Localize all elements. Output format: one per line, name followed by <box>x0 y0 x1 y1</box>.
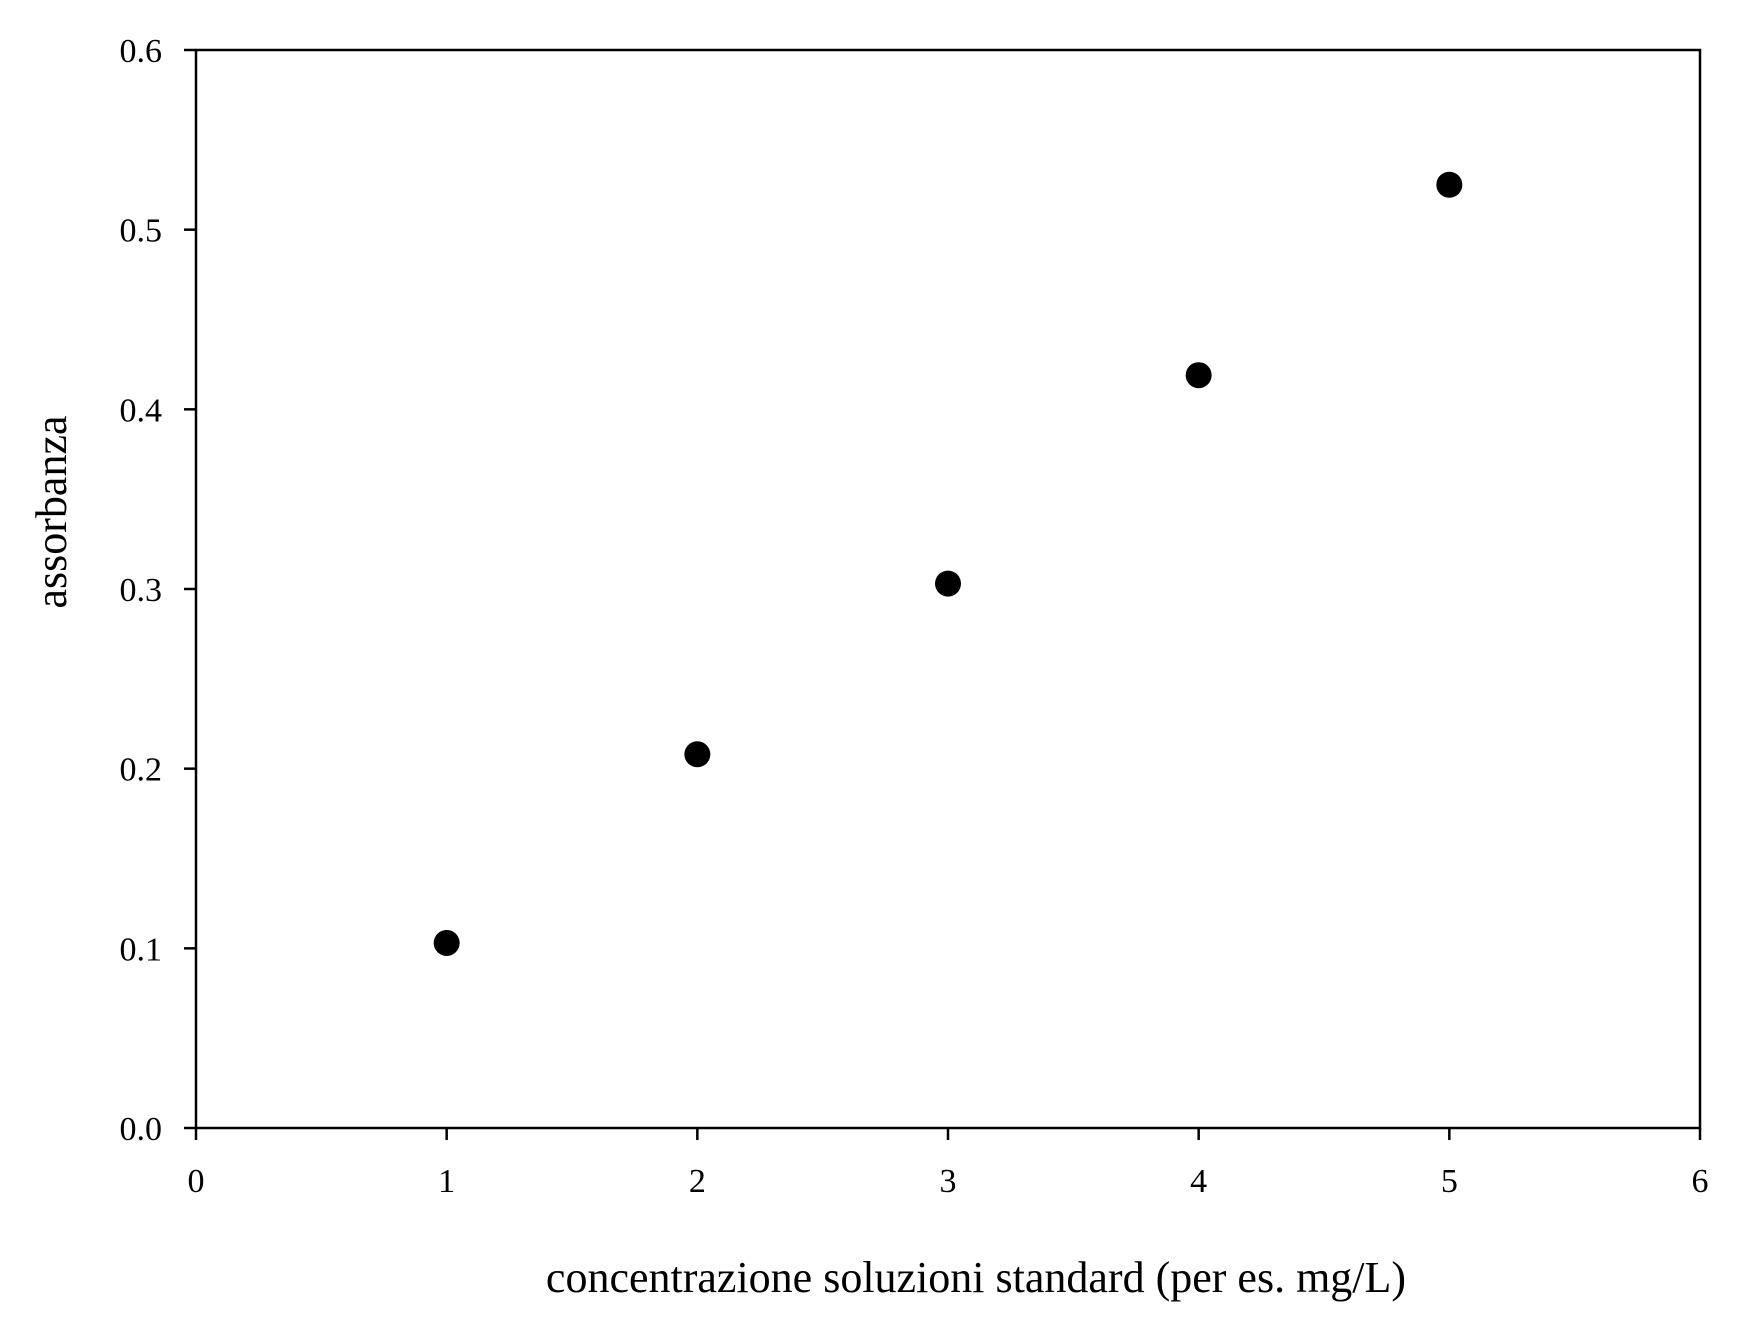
x-tick-label: 5 <box>1441 1163 1458 1200</box>
data-point <box>433 929 460 956</box>
x-axis-title: concentrazione soluzioni standard (per e… <box>546 1253 1406 1302</box>
x-tick-label: 4 <box>1190 1163 1207 1200</box>
data-point <box>935 570 961 597</box>
x-axis-ticks: 0 1 2 3 4 5 6 <box>188 1128 1709 1200</box>
x-tick-label: 6 <box>1692 1163 1709 1200</box>
y-tick-label: 0.0 <box>120 1111 163 1148</box>
y-axis-ticks: 0.0 0.1 0.2 0.3 0.4 0.5 0.6 <box>120 33 196 1148</box>
data-point <box>684 741 711 768</box>
data-points <box>433 171 1463 956</box>
x-tick-label: 3 <box>940 1163 957 1200</box>
y-tick-label: 0.2 <box>120 752 163 789</box>
data-point <box>1185 362 1212 389</box>
y-tick-label: 0.6 <box>120 33 163 70</box>
y-tick-label: 0.4 <box>120 392 163 429</box>
y-tick-label: 0.1 <box>120 931 163 968</box>
x-tick-label: 0 <box>188 1163 205 1200</box>
y-tick-label: 0.3 <box>120 572 163 609</box>
x-tick-label: 1 <box>438 1163 455 1200</box>
y-tick-label: 0.5 <box>120 213 163 250</box>
y-axis-title: assorbanza <box>27 415 76 608</box>
data-point <box>1436 171 1463 198</box>
x-tick-label: 2 <box>689 1163 706 1200</box>
